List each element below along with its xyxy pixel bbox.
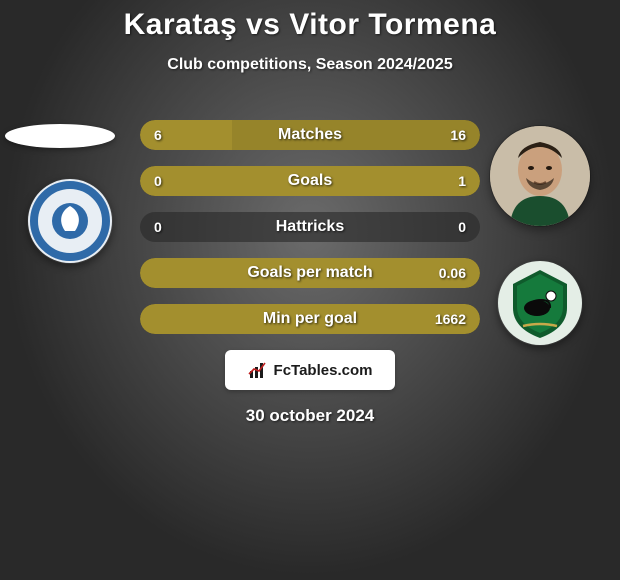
brand-box: FcTables.com [225, 350, 395, 390]
stat-row: Matches6 16 [140, 120, 480, 150]
stat-label: Goals per match [140, 258, 480, 288]
stat-label: Hattricks [140, 212, 480, 242]
stat-right-value: 1662 [435, 304, 466, 334]
page-title: Karataş vs Vitor Tormena [0, 0, 620, 42]
stat-left-value: 0 [154, 212, 162, 242]
player-right-face-icon [490, 126, 590, 226]
player-right-photo [490, 126, 590, 226]
stat-row: Min per goal1662 [140, 304, 480, 334]
footer-date: 30 october 2024 [0, 406, 620, 426]
stat-right-value: 1 [458, 166, 466, 196]
stat-left-value: 6 [154, 120, 162, 150]
player-left-photo-placeholder [5, 124, 115, 148]
stat-row: Hattricks0 0 [140, 212, 480, 242]
stats-panel: Matches616Goals01Hattricks00Goals per ma… [140, 120, 480, 350]
stat-label: Goals [140, 166, 480, 196]
stat-left-value: 0 [154, 166, 162, 196]
stat-right-value: 0.06 [439, 258, 466, 288]
brand-label: FcTables.com [274, 362, 373, 379]
stat-row: Goals0 1 [140, 166, 480, 196]
club-left-badge [27, 178, 113, 264]
stat-label: Min per goal [140, 304, 480, 334]
page-subtitle: Club competitions, Season 2024/2025 [0, 56, 620, 74]
stat-right-value: 16 [450, 120, 466, 150]
club-right-icon [497, 260, 583, 346]
club-right-badge [497, 260, 583, 346]
club-left-icon [27, 178, 113, 264]
stat-right-value: 0 [458, 212, 466, 242]
brand-chart-icon [248, 360, 268, 380]
stat-label: Matches [140, 120, 480, 150]
stat-row: Goals per match0.06 [140, 258, 480, 288]
